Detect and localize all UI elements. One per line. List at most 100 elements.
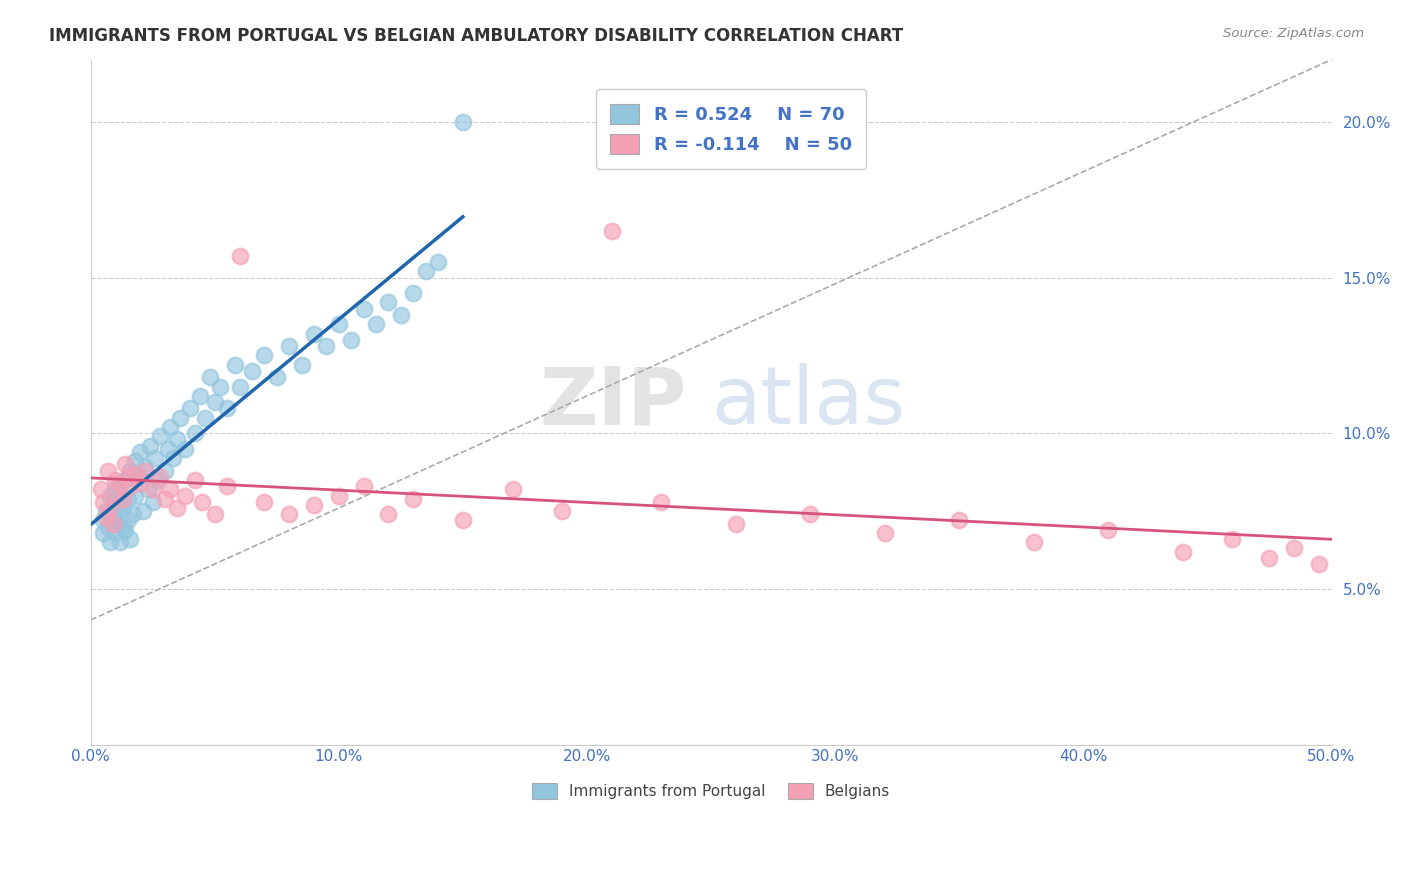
Point [873, 525, 896, 540]
Point [194, 410, 217, 425]
Point [129, 476, 152, 491]
Point [948, 513, 970, 527]
Point [114, 473, 136, 487]
Point [1258, 550, 1281, 565]
Point [451, 513, 474, 527]
Point [110, 479, 132, 493]
Point [724, 516, 747, 531]
Point [328, 488, 350, 502]
Point [121, 507, 143, 521]
Point [149, 429, 172, 443]
Point [402, 286, 425, 301]
Point [184, 426, 207, 441]
Text: Source: ZipAtlas.com: Source: ZipAtlas.com [1223, 27, 1364, 40]
Point [353, 479, 375, 493]
Point [650, 494, 672, 508]
Point [139, 439, 162, 453]
Point [1308, 557, 1330, 571]
Point [198, 370, 221, 384]
Point [502, 483, 524, 497]
Point [101, 494, 124, 508]
Text: IMMIGRANTS FROM PORTUGAL VS BELGIAN AMBULATORY DISABILITY CORRELATION CHART: IMMIGRANTS FROM PORTUGAL VS BELGIAN AMBU… [49, 27, 903, 45]
Point [91, 513, 114, 527]
Point [377, 295, 399, 310]
Point [110, 535, 132, 549]
Point [94, 504, 117, 518]
Point [107, 498, 129, 512]
Point [124, 488, 146, 502]
Point [104, 483, 127, 497]
Point [253, 494, 276, 508]
Point [156, 442, 179, 456]
Point [159, 483, 181, 497]
Point [153, 464, 176, 478]
Text: atlas: atlas [711, 363, 905, 442]
Point [134, 464, 156, 478]
Point [302, 326, 325, 341]
Point [179, 401, 201, 416]
Point [184, 473, 207, 487]
Point [124, 454, 146, 468]
Point [136, 483, 159, 497]
Point [204, 395, 226, 409]
Point [100, 488, 122, 502]
Point [389, 308, 412, 322]
Point [799, 507, 821, 521]
Point [1284, 541, 1306, 556]
Point [451, 115, 474, 129]
Point [110, 476, 132, 491]
Point [129, 445, 152, 459]
Point [228, 249, 250, 263]
Point [188, 389, 211, 403]
Point [114, 523, 136, 537]
Point [91, 494, 114, 508]
Point [266, 370, 288, 384]
Point [107, 516, 129, 531]
Point [100, 535, 122, 549]
Point [159, 420, 181, 434]
Point [101, 510, 124, 524]
Point [600, 224, 623, 238]
Point [104, 488, 127, 502]
Point [117, 470, 139, 484]
Point [166, 500, 188, 515]
Point [132, 504, 155, 518]
Point [208, 379, 231, 393]
Point [228, 379, 250, 393]
Point [377, 507, 399, 521]
Point [174, 488, 197, 502]
Point [111, 519, 134, 533]
Point [328, 318, 350, 332]
Point [153, 491, 176, 506]
Point [551, 504, 574, 518]
Point [94, 510, 117, 524]
Point [278, 507, 301, 521]
Point [174, 442, 197, 456]
Point [353, 301, 375, 316]
Point [134, 460, 156, 475]
Point [104, 507, 127, 521]
Point [149, 470, 172, 484]
Point [240, 364, 263, 378]
Point [101, 516, 124, 531]
Point [315, 339, 337, 353]
Point [224, 358, 246, 372]
Point [290, 358, 312, 372]
Point [97, 519, 120, 533]
Point [146, 473, 169, 487]
Point [340, 333, 363, 347]
Point [90, 483, 112, 497]
Point [427, 255, 450, 269]
Point [415, 264, 437, 278]
Point [204, 507, 226, 521]
Point [111, 500, 134, 515]
Point [117, 513, 139, 527]
Point [117, 491, 139, 506]
Point [142, 483, 165, 497]
Point [129, 470, 152, 484]
Point [91, 525, 114, 540]
Point [191, 494, 214, 508]
Point [162, 451, 184, 466]
Point [1220, 532, 1243, 546]
Point [120, 464, 142, 478]
